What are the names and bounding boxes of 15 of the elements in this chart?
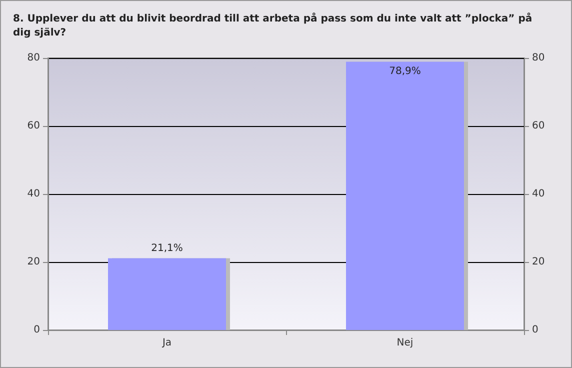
y2-tick-label: 20 [532,256,545,268]
y2-tick-label: 40 [532,188,545,200]
y-tick-label: 80 [27,52,40,64]
x-tick-label: Ja [161,338,172,348]
x-tick-label: Nej [396,338,414,348]
y-tick-label: 40 [27,188,40,200]
y-tick-label: 20 [27,256,40,268]
data-label: 21,1% [151,242,183,254]
chart-title: 8. Upplever du att du blivit beordrad till att arbeta på pass som du inte valt att ”plocka” på dig själv? [13,12,536,38]
y-tick-label: 60 [27,120,40,132]
y2-tick-label: 60 [532,120,545,132]
data-label: 78,9% [389,66,421,78]
y2-tick-label: 0 [532,324,538,336]
y-tick-label: 0 [34,324,40,336]
y2-tick-label: 80 [532,52,545,64]
